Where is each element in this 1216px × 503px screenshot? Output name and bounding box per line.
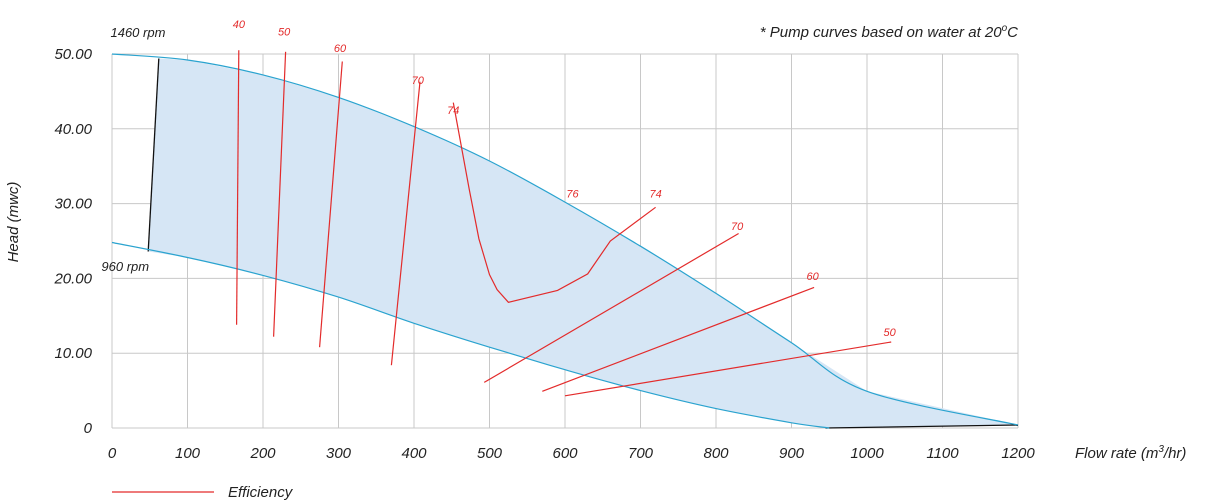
x-tick-label: 100 xyxy=(175,445,201,462)
y-tick-label: 50.00 xyxy=(54,46,92,63)
x-axis-title: Flow rate (m3/hr) xyxy=(1075,444,1186,462)
x-tick-label: 1100 xyxy=(926,445,959,462)
speed-boundary-line xyxy=(825,424,1019,429)
efficiency-curve-line xyxy=(542,286,815,392)
efficiency-label: 50 xyxy=(278,26,291,38)
efficiency-curve-line xyxy=(390,81,421,366)
efficiency-curve-line xyxy=(273,51,287,337)
efficiency-curve-line xyxy=(452,102,656,303)
x-tick-label: 0 xyxy=(108,445,117,462)
efficiency-curve-line xyxy=(236,50,240,325)
chart-note: * Pump curves based on water at 20oC xyxy=(760,23,1018,41)
x-tick-label: 1200 xyxy=(1001,445,1035,462)
efficiency-curve-line xyxy=(319,61,343,348)
rpm-label: 960 rpm xyxy=(101,259,149,274)
y-tick-label: 30.00 xyxy=(54,196,92,213)
legend-efficiency-label: Efficiency xyxy=(228,484,294,501)
y-tick-label: 20.00 xyxy=(53,270,92,287)
x-tick-label: 800 xyxy=(703,445,729,462)
efficiency-label: 70 xyxy=(731,221,744,233)
x-tick-label: 1000 xyxy=(850,445,884,462)
x-tick-label: 900 xyxy=(779,445,805,462)
x-tick-label: 300 xyxy=(326,445,352,462)
y-tick-labels: 0 10.00 20.00 30.00 40.00 50.00 xyxy=(53,46,92,437)
x-tick-label: 200 xyxy=(249,445,276,462)
x-tick-labels: 0 100 200 300 400 500 600 700 800 900 1000 1100 1200 xyxy=(108,445,1036,462)
efficiency-curves: 40 50 60 70 74 76 74 70 60 50 xyxy=(233,19,897,397)
efficiency-label: 74 xyxy=(447,105,459,117)
rpm-labels: 1460 rpm 960 rpm xyxy=(101,25,165,274)
pump-curve-line xyxy=(111,53,1019,426)
x-tick-label: 600 xyxy=(552,445,578,462)
efficiency-curve-line xyxy=(564,341,892,397)
rpm-label: 1460 rpm xyxy=(110,25,165,40)
x-tick-label: 400 xyxy=(401,445,427,462)
x-tick-label: 700 xyxy=(628,445,654,462)
y-tick-label: 0 xyxy=(84,420,93,437)
efficiency-label: 60 xyxy=(807,271,820,283)
y-axis-title: Head (mwc) xyxy=(5,182,22,263)
efficiency-label: 60 xyxy=(334,43,347,55)
operating-envelope-fill xyxy=(148,58,1018,428)
y-tick-label: 40.00 xyxy=(54,121,92,138)
efficiency-label: 70 xyxy=(412,75,425,87)
efficiency-label: 50 xyxy=(884,327,897,339)
speed-boundary-lines xyxy=(147,58,1019,429)
efficiency-label: 40 xyxy=(233,19,246,31)
pump-curves xyxy=(111,53,1019,429)
efficiency-label: 76 xyxy=(566,189,579,201)
x-tick-label: 500 xyxy=(477,445,503,462)
efficiency-label: 74 xyxy=(649,189,661,201)
speed-boundary-line xyxy=(147,58,160,252)
pump-curve-line xyxy=(111,241,830,429)
efficiency-curve-line xyxy=(483,232,739,383)
y-tick-label: 10.00 xyxy=(54,345,92,362)
